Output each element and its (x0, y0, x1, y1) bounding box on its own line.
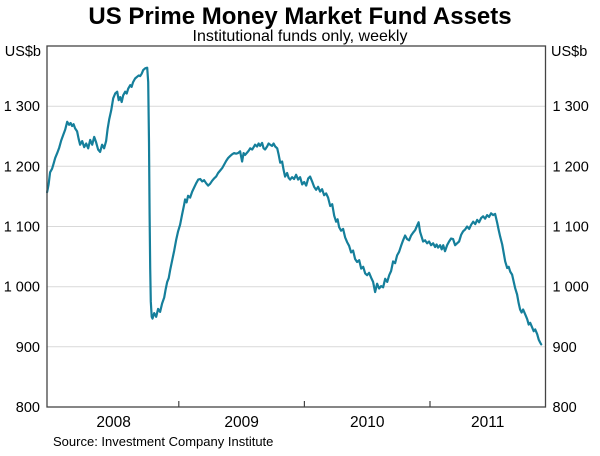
y-tick-label-left-800: 800 (16, 400, 40, 416)
y-tick-label-left-900: 900 (16, 340, 40, 356)
y-tick-label-left-1100: 1 100 (4, 220, 40, 236)
y-tick-label-left-1300: 1 300 (4, 99, 40, 115)
chart-title: US Prime Money Market Fund Assets (88, 3, 512, 30)
source-note: Source: Investment Company Institute (53, 434, 274, 449)
y-tick-label-right-1100: 1 100 (553, 220, 589, 236)
y-tick-label-left-1200: 1 200 (4, 159, 40, 175)
y-tick-label-right-900: 900 (553, 340, 577, 356)
plot-frame (46, 45, 547, 408)
y-tick-label-right-1200: 1 200 (553, 159, 589, 175)
x-tick-label-2010: 2010 (350, 414, 385, 431)
y-tick-label-right-1300: 1 300 (553, 99, 589, 115)
y-tick-label-right-1000: 1 000 (553, 280, 589, 296)
y-tick-label-left-1000: 1 000 (4, 280, 40, 296)
y-tick-label-right-800: 800 (553, 400, 577, 416)
x-tick-label-2008: 2008 (96, 414, 130, 431)
x-tick-label-2009: 2009 (224, 414, 258, 431)
y-axis-unit-label-left: US$b (4, 44, 41, 60)
x-tick-label-2011: 2011 (471, 414, 504, 431)
chart-subtitle: Institutional funds only, weekly (192, 28, 408, 45)
y-axis-unit-label-right: US$b (551, 44, 588, 60)
series-line-0 (46, 66, 543, 346)
